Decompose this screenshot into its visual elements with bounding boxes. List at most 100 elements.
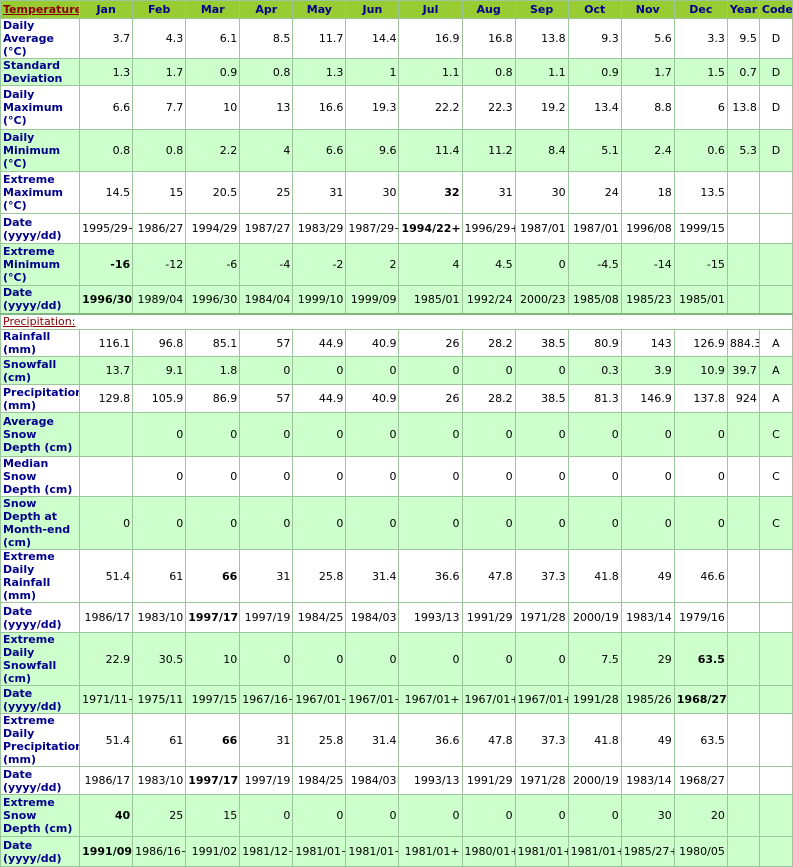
value-cell: 0 [620, 412, 675, 457]
value-cell: 0 [514, 794, 569, 837]
value-cell: 0.8 [461, 58, 516, 86]
value-cell: 143 [620, 329, 675, 357]
data-row: Date (yyyy/dd) 1986/17 1983/10 1997/17 1997/… [0, 602, 793, 633]
value-cell: 13.8 [726, 85, 760, 130]
value-cell: 13.5 [673, 171, 728, 214]
value-cell: 1991/28 [567, 685, 622, 714]
value-cell: 1971/28 [514, 602, 569, 633]
value-cell: 8.5 [239, 18, 294, 59]
value-cell: 40 [79, 794, 134, 837]
code-cell: D [758, 58, 793, 86]
value-cell: 1967/01+ [398, 685, 463, 714]
value-cell: 28.2 [461, 329, 516, 357]
data-row: Standard Deviation 1.3 1.7 0.9 0.8 1.3 1 1.1 0.8… [0, 58, 793, 86]
value-cell: 1991/29 [461, 766, 516, 795]
row-label: Extreme Daily Precipitation (mm) [0, 713, 81, 767]
value-cell: 38.5 [514, 329, 569, 357]
value-cell: 0 [239, 496, 294, 550]
value-cell: 44.9 [292, 384, 347, 413]
value-cell: 85.1 [185, 329, 241, 357]
value-cell: 1985/23 [620, 285, 675, 314]
value-cell: 2.2 [185, 129, 241, 172]
value-cell [79, 456, 134, 497]
column-header: Dec [673, 0, 728, 19]
value-cell: 14.4 [345, 18, 400, 59]
value-cell: 129.8 [79, 384, 134, 413]
value-cell: 0 [398, 794, 463, 837]
value-cell: 1999/09 [345, 285, 400, 314]
row-label: Date (yyyy/dd) [0, 602, 81, 633]
value-cell: 0 [620, 456, 675, 497]
value-cell: 2000/19 [567, 766, 622, 795]
value-cell: 1 [345, 58, 400, 86]
value-cell: 66 [185, 549, 241, 603]
value-cell: 0 [461, 456, 516, 497]
value-cell: 0 [514, 496, 569, 550]
value-cell: 5.6 [620, 18, 675, 59]
value-cell: 8.8 [620, 85, 675, 130]
value-cell: 31.4 [345, 713, 400, 767]
value-cell [726, 243, 760, 286]
code-cell: C [758, 496, 793, 550]
value-cell: 0 [292, 496, 347, 550]
value-cell: 29 [620, 632, 675, 686]
value-cell: 30 [514, 171, 569, 214]
value-cell: 1999/10 [292, 285, 347, 314]
value-cell: 5.3 [726, 129, 760, 172]
value-cell [726, 412, 760, 457]
value-cell [726, 285, 760, 314]
value-cell: 13.4 [567, 85, 622, 130]
row-label: Extreme Maximum (°C) [0, 171, 81, 214]
value-cell: 0 [79, 496, 134, 550]
code-cell [758, 632, 793, 686]
value-cell: 11.4 [398, 129, 463, 172]
value-cell: 1989/04 [132, 285, 187, 314]
value-cell: 1986/17 [79, 766, 134, 795]
value-cell: 49 [620, 713, 675, 767]
value-cell: 40.9 [345, 384, 400, 413]
value-cell: 9.1 [132, 356, 187, 385]
value-cell: 36.6 [398, 549, 463, 603]
value-cell: 46.6 [673, 549, 728, 603]
row-label: Daily Maximum (°C) [0, 85, 81, 130]
column-header: Jul [398, 0, 463, 19]
value-cell: 36.6 [398, 713, 463, 767]
row-label: Date (yyyy/dd) [0, 285, 81, 314]
value-cell: 137.8 [673, 384, 728, 413]
column-header: Aug [461, 0, 516, 19]
value-cell: 0 [345, 496, 400, 550]
code-cell: A [758, 384, 793, 413]
value-cell: 1.3 [79, 58, 134, 86]
value-cell: 1985/01 [673, 285, 728, 314]
value-cell: 1967/01+ [461, 685, 516, 714]
value-cell: 16.6 [292, 85, 347, 130]
value-cell: 1999/15 [673, 213, 728, 244]
value-cell: 1996/08 [620, 213, 675, 244]
value-cell: 0 [292, 632, 347, 686]
value-cell: 14.5 [79, 171, 134, 214]
value-cell: 116.1 [79, 329, 134, 357]
value-cell: 1985/27+ [620, 836, 675, 867]
value-cell: 13.8 [514, 18, 569, 59]
value-cell: 7.5 [567, 632, 622, 686]
row-label: Extreme Daily Rainfall (mm) [0, 549, 81, 603]
value-cell: 30 [620, 794, 675, 837]
value-cell: 1992/24 [461, 285, 516, 314]
value-cell: 1971/28 [514, 766, 569, 795]
row-label: Date (yyyy/dd) [0, 213, 81, 244]
value-cell: 0 [132, 412, 187, 457]
value-cell: 1984/03 [345, 766, 400, 795]
value-cell: 1.8 [185, 356, 241, 385]
value-cell: 0 [132, 456, 187, 497]
value-cell [726, 794, 760, 837]
value-cell: 37.3 [514, 549, 569, 603]
column-header: Nov [620, 0, 675, 19]
section-title: Precipitation: [0, 312, 793, 330]
value-cell: 11.7 [292, 18, 347, 59]
value-cell: 6.1 [185, 18, 241, 59]
code-cell [758, 685, 793, 714]
code-cell [758, 549, 793, 603]
value-cell: 924 [726, 384, 760, 413]
value-cell: 0.8 [79, 129, 134, 172]
value-cell: 26 [398, 329, 463, 357]
